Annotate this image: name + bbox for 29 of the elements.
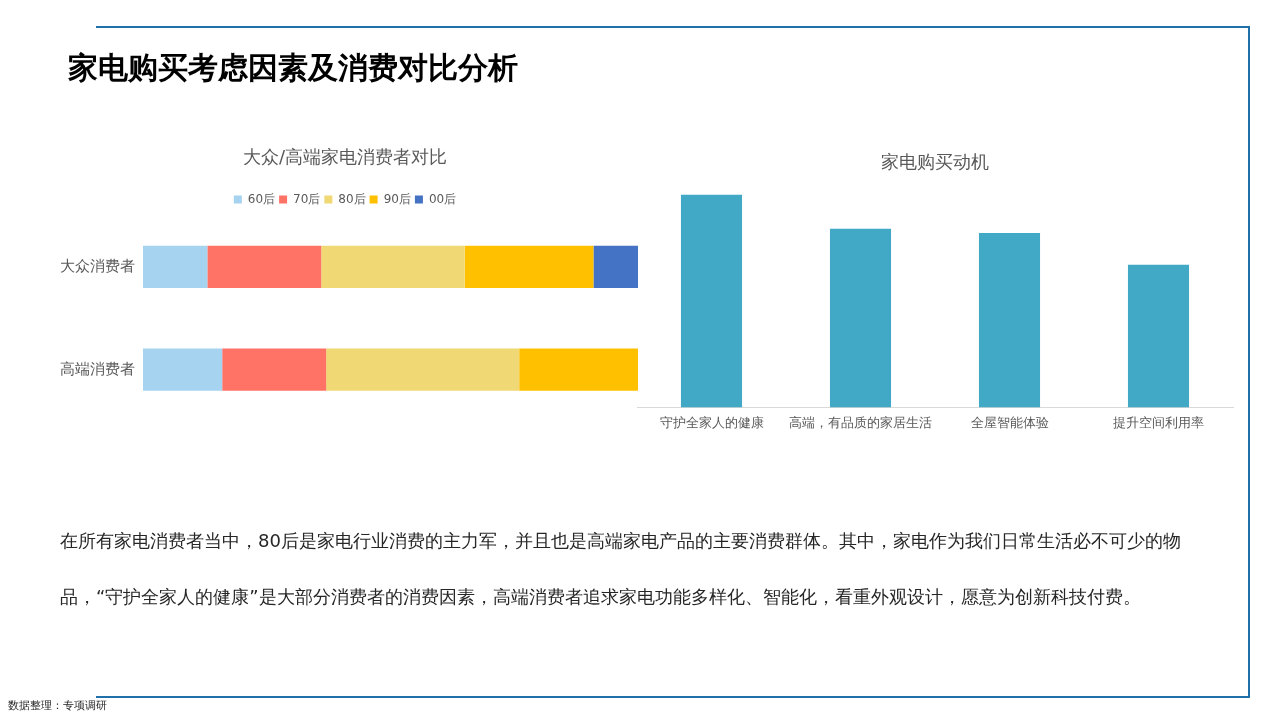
bar <box>143 245 208 289</box>
y-tick-label: 高端消费者 <box>60 359 135 378</box>
chart-title: 大众/高端家电消费者对比 <box>242 146 448 168</box>
x-tick-label: 守护全家人的健康 <box>659 414 764 430</box>
bar <box>680 194 743 408</box>
legend-label: 70后 <box>293 191 321 206</box>
bar <box>222 348 327 391</box>
legend-label: 80后 <box>338 191 366 206</box>
legend-label: 90后 <box>383 191 411 206</box>
x-tick-label: 提升空间利用率 <box>1113 414 1204 430</box>
bar <box>593 245 638 289</box>
x-tick-label: 全屋智能体验 <box>970 414 1049 430</box>
bar <box>1127 264 1190 408</box>
x-tick-label: 高端，有品质的家居生活 <box>789 414 932 430</box>
chart-title: 家电购买动机 <box>881 151 989 173</box>
bar <box>321 245 465 289</box>
text: 在所有家电消费者当中，80后是家电行业消费的主力军，并且也是高端家电产品的主要消费群体。其中，家电作为我们日常生活必不可少的物品，“守护全家人的健康”是大部分消费者的消费因素，高端消费者追求家电功能多样化、智能化，看重外观设计，愿意为创新科技付费。 <box>60 530 1181 607</box>
text: 数据整理：专项调研 <box>8 698 107 713</box>
bar <box>464 245 594 289</box>
bar <box>143 348 223 391</box>
bar <box>207 245 322 289</box>
legend-label: 60后 <box>247 191 276 206</box>
legend-label: 00后 <box>428 191 457 206</box>
bar <box>326 348 520 391</box>
bar <box>519 348 638 391</box>
text: 家电购买考虑因素及消费对比分析 <box>68 49 518 87</box>
bar <box>978 232 1041 408</box>
y-tick-label: 大众消费者 <box>60 256 135 275</box>
bar <box>829 228 892 408</box>
